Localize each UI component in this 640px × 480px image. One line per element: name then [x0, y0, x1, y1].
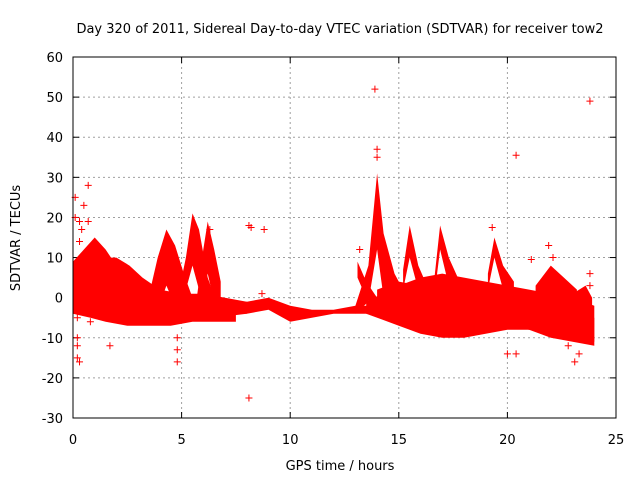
data-point — [356, 246, 364, 254]
data-point — [73, 354, 81, 362]
x-tick-label: 25 — [608, 433, 625, 448]
data-point — [80, 201, 88, 209]
x-tick-label: 5 — [177, 433, 185, 448]
data-band-ramp-13.3h — [357, 261, 378, 310]
data-point — [260, 225, 268, 233]
data-point — [86, 318, 94, 326]
data-point — [586, 97, 594, 105]
data-point — [104, 314, 112, 322]
data-point — [373, 153, 381, 161]
data-point — [84, 217, 92, 225]
data-point — [586, 282, 594, 290]
data-point — [247, 223, 255, 231]
data-point — [76, 217, 84, 225]
y-axis-label: SDTVAR / TECUs — [9, 185, 24, 292]
data-point — [173, 358, 181, 366]
grid — [73, 57, 616, 418]
y-tick-label: 10 — [46, 252, 63, 267]
data-band-spike-19.5h — [487, 237, 514, 298]
data-point — [76, 238, 84, 246]
x-axis-ticks: 0 5 10 15 20 25 — [69, 57, 624, 448]
x-axis-label: GPS time / hours — [286, 459, 395, 474]
data-point — [575, 350, 583, 358]
data-point — [173, 334, 181, 342]
data-band-track-late-b — [377, 281, 595, 346]
y-tick-label: -10 — [42, 332, 63, 347]
data-point — [564, 342, 572, 350]
data-band-track-early-d — [73, 289, 160, 322]
data-band-spike-5.5h — [175, 213, 217, 318]
data-bands — [73, 173, 595, 346]
data-point — [373, 145, 381, 153]
y-tick-label: 40 — [46, 131, 63, 146]
y-tick-label: -30 — [42, 412, 63, 427]
chart-title: Day 320 of 2011, Sidereal Day-to-day VTE… — [76, 22, 603, 37]
x-tick-label: 0 — [69, 433, 77, 448]
data-point — [503, 350, 511, 358]
y-axis-ticks: -30 -20 -10 0 10 20 30 40 50 60 — [42, 51, 616, 427]
data-point — [76, 358, 84, 366]
y-tick-label: 50 — [46, 91, 63, 106]
y-tick-label: 30 — [46, 171, 63, 186]
data-point — [73, 342, 81, 350]
data-points — [71, 85, 594, 402]
y-tick-label: 20 — [46, 211, 63, 226]
x-tick-label: 10 — [282, 433, 299, 448]
data-point — [106, 342, 114, 350]
data-point — [371, 85, 379, 93]
data-point — [245, 394, 253, 402]
data-point — [206, 225, 214, 233]
data-point — [545, 242, 553, 250]
data-point — [571, 358, 579, 366]
x-tick-label: 15 — [391, 433, 408, 448]
data-point — [488, 223, 496, 231]
data-point — [173, 346, 181, 354]
data-point — [540, 318, 548, 326]
y-tick-label: 0 — [55, 292, 63, 307]
data-band-spike-14h — [355, 173, 404, 314]
data-point — [527, 256, 535, 264]
data-point — [84, 181, 92, 189]
data-band-late-23.5h — [572, 285, 593, 334]
data-point — [73, 334, 81, 342]
data-point — [258, 290, 266, 298]
data-point — [586, 270, 594, 278]
y-tick-label: 60 — [46, 51, 63, 66]
data-point — [512, 350, 520, 358]
y-tick-label: -20 — [42, 372, 63, 387]
data-point — [78, 225, 86, 233]
data-band-spike-6.2h — [196, 221, 221, 314]
plot-frame — [72, 56, 617, 419]
data-band-track-mid — [214, 297, 369, 322]
data-point — [549, 254, 557, 262]
x-tick-label: 20 — [499, 433, 516, 448]
data-band-track-early-c — [101, 257, 160, 310]
data-band-late-22h — [535, 265, 577, 318]
data-point — [73, 314, 81, 322]
data-point — [512, 151, 520, 159]
